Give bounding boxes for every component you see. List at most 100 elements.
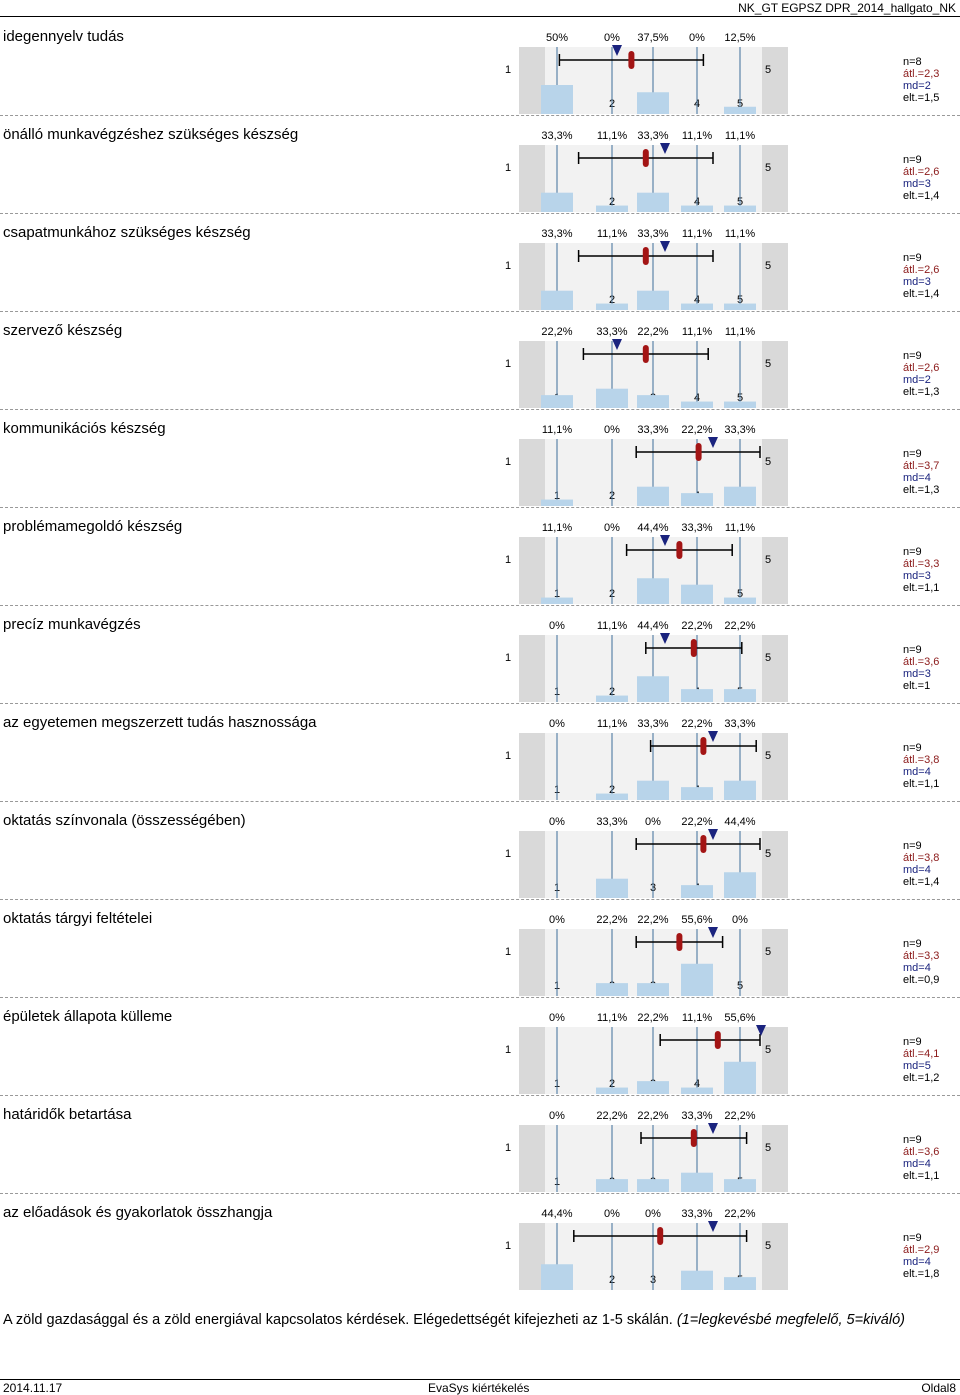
scale-right-block [762, 341, 788, 408]
mean-marker [642, 247, 649, 265]
distribution-bar [596, 793, 628, 800]
percentage-label: 0% [645, 1208, 661, 1220]
mean-marker [700, 835, 707, 853]
scale-right-label: 5 [765, 652, 772, 664]
stat-n: n=9 [903, 154, 922, 166]
percentage-label: 11,1% [541, 522, 573, 534]
statistics-block: n=8 átl.=2,3 md=2 elt.=1,5 [903, 56, 939, 104]
median-marker [756, 1025, 766, 1036]
percentage-label: 22,2% [637, 914, 669, 926]
scale-right-block [762, 145, 788, 212]
stat-n: n=9 [903, 448, 922, 460]
distribution-bar [541, 85, 573, 114]
question-row: kommunikációs készség 1 5 11,1% 0% 33,3% 22,2%… [0, 410, 960, 508]
scale-left-label: 1 [505, 652, 512, 664]
statistics-block: n=9 átl.=3,8 md=4 elt.=1,1 [903, 742, 939, 790]
scale-left-block [519, 1125, 545, 1192]
percentage-label: 11,1% [681, 228, 713, 240]
percentage-label: 0% [549, 718, 565, 730]
scale-right-label: 5 [765, 456, 772, 468]
header-rule [0, 16, 960, 17]
percentage-label: 22,2% [681, 718, 713, 730]
percentage-label: 33,3% [681, 522, 713, 534]
question-row: határidők betartása 1 5 0% 22,2% 22,2% 33,3% 22… [0, 1096, 960, 1194]
distribution-bar [637, 92, 669, 114]
percentage-label: 33,3% [724, 424, 756, 436]
stat-std-dev: elt.=1,8 [903, 1268, 940, 1280]
percentage-label: 22,2% [637, 1110, 669, 1122]
statistics-block: n=9 átl.=3,3 md=3 elt.=1,1 [903, 546, 939, 594]
percentage-label: 11,1% [681, 326, 713, 338]
distribution-bar [541, 597, 573, 604]
row-separator [0, 213, 960, 214]
distribution-bar [681, 689, 713, 702]
mean-marker [676, 933, 683, 951]
distribution-bar [637, 578, 669, 604]
percentage-label: 0% [549, 620, 565, 632]
percentage-label: 11,1% [596, 130, 628, 142]
stat-n: n=9 [903, 546, 922, 558]
stat-std-dev: elt.=1,5 [903, 92, 940, 104]
percentage-label: 44,4% [541, 1208, 573, 1220]
distribution-bar [637, 1179, 669, 1192]
scale-left-block [519, 145, 545, 212]
question-label: az egyetemen megszerzett tudás hasznossá… [3, 714, 317, 731]
question-row: önálló munkavégzéshez szükséges készség 1… [0, 116, 960, 214]
distribution-chart [541, 143, 756, 212]
stat-median: md=2 [903, 374, 931, 386]
distribution-chart [556, 633, 756, 702]
percentage-label: 0% [549, 816, 565, 828]
percentage-label: 11,1% [596, 1012, 628, 1024]
stat-mean: átl.=3,6 [903, 1146, 940, 1158]
stat-mean: átl.=3,8 [903, 852, 940, 864]
question-row: oktatás tárgyi feltételei 1 5 0% 22,2% 22,2% 5… [0, 900, 960, 998]
distribution-bar [637, 290, 669, 310]
mean-marker [690, 639, 697, 657]
distribution-bar [724, 1277, 756, 1290]
percentage-label: 22,2% [596, 914, 628, 926]
stat-median: md=4 [903, 962, 931, 974]
distribution-bar [596, 1179, 628, 1192]
stat-mean: átl.=3,3 [903, 950, 940, 962]
median-marker [612, 339, 622, 350]
stat-median: md=4 [903, 472, 931, 484]
scale-left-label: 1 [505, 1142, 512, 1154]
distribution-bar [541, 1264, 573, 1290]
scale-right-block [762, 1027, 788, 1094]
distribution-bar [637, 192, 669, 212]
distribution-bar [724, 780, 756, 800]
mean-marker [695, 443, 702, 461]
distribution-chart [541, 1221, 756, 1290]
distribution-bar [596, 878, 628, 898]
stat-std-dev: elt.=1,4 [903, 288, 940, 300]
median-marker [708, 927, 718, 938]
percentage-label: 33,3% [596, 326, 628, 338]
distribution-bar [681, 303, 713, 310]
scale-left-block [519, 1027, 545, 1094]
statistics-block: n=9 átl.=3,6 md=4 elt.=1,1 [903, 1134, 939, 1182]
percentage-label: 11,1% [596, 718, 628, 730]
scale-right-block [762, 831, 788, 898]
scale-right-label: 5 [765, 162, 772, 174]
median-marker [708, 731, 718, 742]
row-separator [0, 1095, 960, 1096]
stat-median: md=3 [903, 570, 931, 582]
scale-right-label: 5 [765, 1142, 772, 1154]
distribution-bar [724, 401, 756, 408]
median-marker [708, 437, 718, 448]
percentage-label: 0% [732, 914, 748, 926]
distribution-chart [556, 731, 757, 800]
stat-median: md=4 [903, 1256, 931, 1268]
distribution-bar [596, 303, 628, 310]
scale-right-label: 5 [765, 848, 772, 860]
footer-center: EvaSys kiértékelés [428, 1381, 530, 1395]
scale-right-block [762, 929, 788, 996]
stat-n: n=9 [903, 840, 922, 852]
question-row: szervező készség 1 5 22,2% 33,3% 22,2% 11,1% 11… [0, 312, 960, 410]
scale-right-label: 5 [765, 1240, 772, 1252]
distribution-bar [724, 1061, 756, 1094]
scale-left-block [519, 1223, 545, 1290]
median-marker [660, 143, 670, 154]
question-row: oktatás színvonala (összességében) 1 5 0% 33… [0, 802, 960, 900]
distribution-bar [724, 205, 756, 212]
